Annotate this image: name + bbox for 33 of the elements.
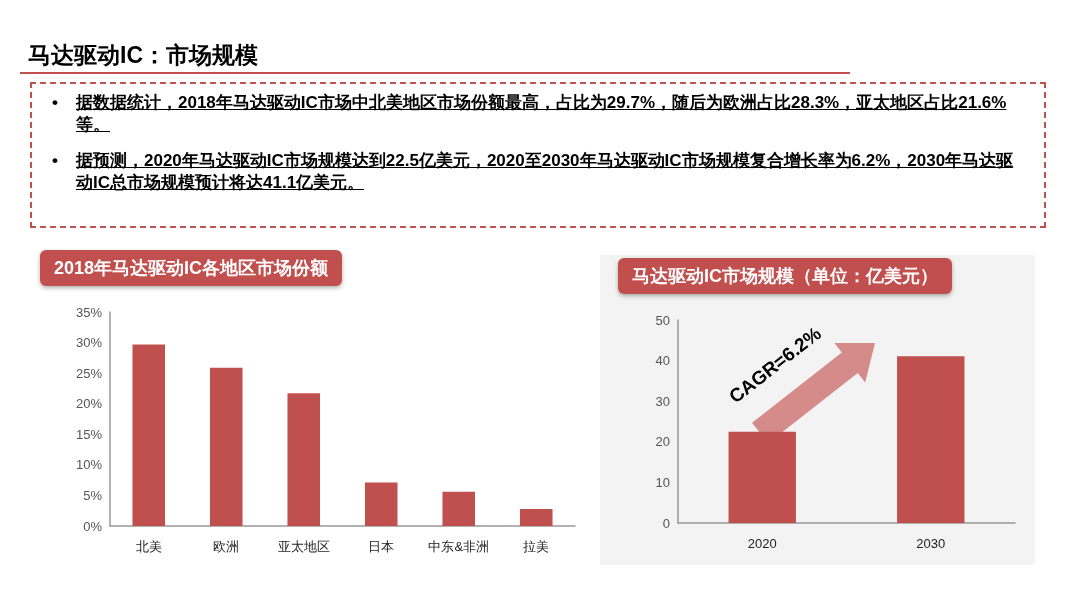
y-tick-label: 20 — [655, 434, 670, 450]
y-tick-label: 0% — [83, 518, 103, 534]
y-tick-label: 5% — [83, 487, 103, 503]
text: •据预测，2020年马达驱动IC市场规模达到22.5亿美元，2020至2030年马达驱动IC市场规模复合增长率为6.2%，2030年马达驱动IC总市场规模预计将达41.1亿美元。 — [52, 150, 1015, 194]
y-tick-label: 15% — [75, 426, 103, 442]
y-tick-label: 30% — [75, 335, 103, 351]
y-tick-label: 30 — [655, 393, 670, 409]
y-tick-label: 50 — [655, 312, 670, 328]
text: •据数据统计，2018年马达驱动IC市场中北美地区市场份额最高，占比为29.7%，随后为欧洲占比28.3%，亚太地区占比21.6%等。 — [52, 92, 1008, 136]
y-tick-label: 10 — [655, 474, 670, 490]
bar — [442, 491, 476, 526]
x-tick-label: 北美 — [135, 539, 162, 554]
chart-title: 马达驱动IC市场规模（单位：亿美元） — [632, 266, 938, 286]
bar — [209, 367, 243, 526]
y-tick-label: 0 — [662, 515, 670, 531]
bar — [519, 508, 553, 526]
x-tick-label: 2020 — [747, 536, 777, 551]
x-tick-label: 拉美 — [523, 539, 550, 554]
text: 马达驱动IC：市场规模 — [28, 41, 258, 70]
x-tick-label: 欧洲 — [213, 539, 240, 554]
y-tick-label: 20% — [75, 396, 103, 412]
bar — [132, 344, 166, 526]
bar — [287, 393, 321, 526]
x-tick-label: 日本 — [368, 539, 395, 554]
x-tick-label: 2030 — [916, 536, 946, 551]
x-tick-label: 亚太地区 — [277, 539, 330, 554]
y-tick-label: 40 — [655, 353, 670, 369]
y-tick-label: 35% — [75, 304, 103, 320]
y-tick-label: 10% — [75, 457, 103, 473]
y-tick-label: 25% — [75, 365, 103, 381]
bar — [364, 482, 398, 526]
chart-title: 2018年马达驱动IC各地区市场份额 — [54, 258, 330, 278]
x-tick-label: 中东&非洲 — [428, 539, 490, 554]
